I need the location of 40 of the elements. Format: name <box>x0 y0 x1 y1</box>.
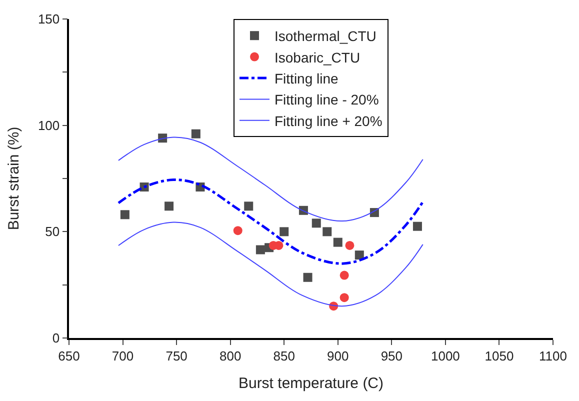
legend-label: Isobaric_CTU <box>274 49 360 66</box>
y-tick-label: 100 <box>38 118 60 133</box>
point <box>303 272 312 282</box>
x-tick-label: 750 <box>166 348 188 364</box>
line-series <box>118 136 424 222</box>
point <box>412 222 422 231</box>
x-tick-label: 1100 <box>539 348 567 364</box>
line-series <box>118 222 424 307</box>
point <box>345 240 354 250</box>
point <box>280 227 289 236</box>
line-series <box>117 178 424 265</box>
point <box>120 210 130 220</box>
point <box>233 226 242 236</box>
x-tick-label: 950 <box>380 348 403 364</box>
legend-label: Fitting line - 20% <box>274 92 379 108</box>
x-tick-label: 800 <box>219 348 242 364</box>
x-tick-label: 1050 <box>484 348 514 364</box>
legend-label: Fitting line <box>274 70 339 86</box>
point <box>312 218 321 228</box>
y-tick-label: 150 <box>38 12 60 27</box>
legend-label: Isothermal_CTU <box>274 28 376 44</box>
point <box>333 238 342 247</box>
point <box>164 202 174 211</box>
y-tick-label: 0 <box>52 330 60 346</box>
y-axis-title: Burst strain (%) <box>6 126 23 230</box>
x-tick-label: 650 <box>58 348 80 364</box>
point <box>340 293 349 302</box>
point <box>354 250 364 260</box>
x-tick-label: 850 <box>273 348 295 364</box>
x-tick-label: 1000 <box>430 348 460 364</box>
x-tick-label: 700 <box>112 348 134 364</box>
point <box>191 129 200 138</box>
x-tick-label: 900 <box>327 348 349 364</box>
y-tick-label: 50 <box>45 224 60 240</box>
point <box>244 202 254 211</box>
legend-label: Fitting line + 20% <box>274 112 382 129</box>
point <box>340 270 349 280</box>
point <box>256 245 265 254</box>
point <box>322 227 332 236</box>
x-axis-title: Burst temperature (C) <box>238 374 384 392</box>
